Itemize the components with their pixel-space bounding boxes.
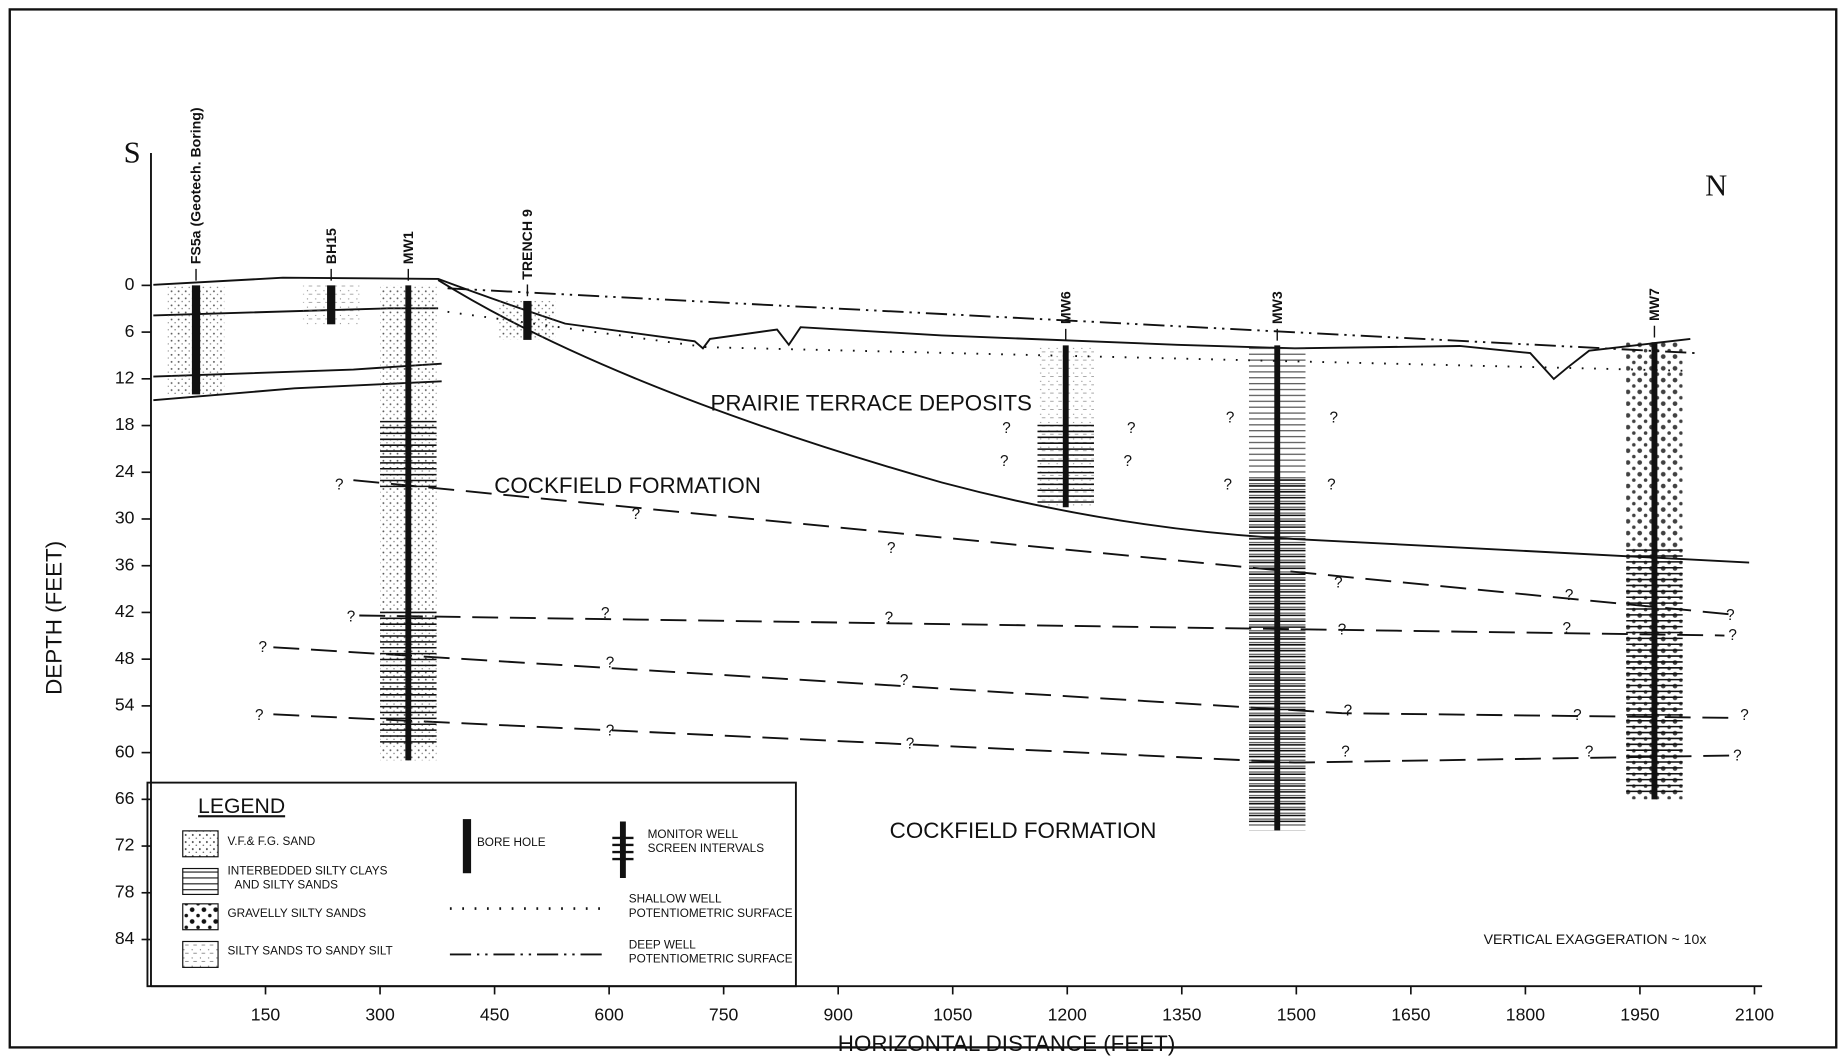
legend-label: SHALLOW WELL xyxy=(629,893,722,906)
query-mark: ? xyxy=(1726,607,1734,624)
query-mark: ? xyxy=(1565,587,1573,604)
query-mark: ? xyxy=(632,506,641,523)
query-mark: ? xyxy=(255,707,264,724)
well-label: MW6 xyxy=(1057,291,1073,324)
legend-swatch xyxy=(183,831,218,857)
x-tick-label: 300 xyxy=(365,1004,395,1024)
query-mark: ? xyxy=(1226,409,1234,426)
legend-label: MONITOR WELL xyxy=(648,828,739,841)
direction-right: N xyxy=(1705,168,1727,202)
x-tick-label: 1350 xyxy=(1162,1004,1201,1024)
query-mark: ? xyxy=(335,477,344,494)
x-tick-label: 150 xyxy=(251,1004,281,1024)
query-mark: ? xyxy=(1341,744,1349,761)
x-tick-label: 1800 xyxy=(1506,1004,1545,1024)
query-mark: ? xyxy=(1573,707,1581,724)
legend-title: LEGEND xyxy=(198,795,285,818)
legend-label: POTENTIOMETRIC SURFACE xyxy=(629,907,793,920)
query-mark: ? xyxy=(1334,574,1342,591)
query-mark: ? xyxy=(887,540,896,557)
y-tick-label: 84 xyxy=(115,928,135,948)
query-mark: ? xyxy=(1338,621,1346,638)
x-tick-label: 2100 xyxy=(1735,1004,1774,1024)
legend-swatch xyxy=(183,941,218,967)
query-mark: ? xyxy=(1585,744,1594,761)
y-tick-label: 60 xyxy=(115,741,135,761)
query-mark: ? xyxy=(906,735,915,752)
query-mark: ? xyxy=(1124,453,1133,470)
y-tick-label: 72 xyxy=(115,835,135,855)
x-tick-label: 900 xyxy=(823,1004,853,1024)
annotation: COCKFIELD FORMATION xyxy=(494,473,761,498)
legend-label: DEEP WELL xyxy=(629,939,697,952)
query-mark: ? xyxy=(1562,620,1570,637)
bore-hole xyxy=(327,285,335,324)
y-tick-label: 24 xyxy=(115,461,135,481)
annotation: COCKFIELD FORMATION xyxy=(890,818,1157,843)
legend-swatch xyxy=(183,904,218,930)
x-tick-label: 600 xyxy=(594,1004,624,1024)
legend-label: INTERBEDDED SILTY CLAYS xyxy=(227,864,387,877)
well-label: TRENCH 9 xyxy=(519,209,535,280)
legend-label: AND SILTY SANDS xyxy=(235,879,339,892)
y-tick-label: 42 xyxy=(115,601,135,621)
x-tick-label: 1950 xyxy=(1620,1004,1659,1024)
bore-hole xyxy=(192,285,200,394)
x-tick-label: 750 xyxy=(709,1004,739,1024)
x-tick-label: 1050 xyxy=(933,1004,972,1024)
query-mark: ? xyxy=(1344,703,1353,720)
y-tick-label: 18 xyxy=(115,414,135,434)
well-label: MW7 xyxy=(1646,288,1662,321)
y-tick-label: 66 xyxy=(115,788,135,808)
x-axis-label: HORIZONTAL DISTANCE (FEET) xyxy=(838,1031,1175,1056)
y-tick-label: 6 xyxy=(125,321,135,341)
query-mark: ? xyxy=(259,639,268,656)
y-tick-label: 0 xyxy=(125,274,135,294)
y-axis-label: DEPTH (FEET) xyxy=(42,541,67,695)
y-tick-label: 30 xyxy=(115,508,135,528)
direction-left: S xyxy=(124,135,141,169)
query-mark: ? xyxy=(1224,477,1233,494)
query-mark: ? xyxy=(606,723,615,740)
query-mark: ? xyxy=(1740,707,1749,724)
well-label: MW3 xyxy=(1269,291,1285,324)
query-mark: ? xyxy=(1000,453,1009,470)
x-tick-label: 1500 xyxy=(1277,1004,1316,1024)
query-mark: ? xyxy=(1733,747,1741,764)
query-mark: ? xyxy=(347,608,356,625)
legend: LEGEND V.F.& F.G. SAND INTERBEDDED SILTY … xyxy=(147,783,795,987)
query-mark: ? xyxy=(1002,420,1011,437)
legend-label: V.F.& F.G. SAND xyxy=(227,835,315,848)
legend-label: SILTY SANDS TO SANDY SILT xyxy=(227,944,392,957)
query-mark: ? xyxy=(601,605,610,622)
legend-swatch xyxy=(463,819,471,873)
y-tick-label: 48 xyxy=(115,648,135,668)
query-mark: ? xyxy=(1329,409,1337,426)
legend-swatch xyxy=(183,869,218,895)
y-tick-label: 78 xyxy=(115,881,135,901)
legend-label: GRAVELLY SILTY SANDS xyxy=(227,907,366,920)
x-tick-label: 1200 xyxy=(1048,1004,1087,1024)
query-mark: ? xyxy=(885,610,894,627)
annotation: VERTICAL EXAGGERATION ~ 10x xyxy=(1484,931,1707,947)
query-mark: ? xyxy=(1127,420,1136,437)
query-mark: ? xyxy=(606,654,615,671)
well-label: FS5a (Geotech. Boring) xyxy=(188,107,204,264)
legend-label: POTENTIOMETRIC SURFACE xyxy=(629,953,793,966)
query-mark: ? xyxy=(1327,477,1336,494)
well-label: BH15 xyxy=(323,228,339,264)
well-label: MW1 xyxy=(400,231,416,264)
y-tick-label: 54 xyxy=(115,695,135,715)
x-tick-label: 1650 xyxy=(1391,1004,1430,1024)
query-mark: ? xyxy=(1728,627,1736,644)
y-tick-label: 12 xyxy=(115,367,135,387)
query-mark: ? xyxy=(900,672,909,689)
bore-hole xyxy=(523,301,531,340)
y-tick-label: 36 xyxy=(115,554,135,574)
x-tick-label: 450 xyxy=(480,1004,510,1024)
legend-label: SCREEN INTERVALS xyxy=(648,842,765,855)
annotation: PRAIRIE TERRACE DEPOSITS xyxy=(711,391,1032,416)
cross-section: S N HORIZONTAL DISTANCE (FEET) DEPTH (FE… xyxy=(0,0,1846,1058)
legend-label: BORE HOLE xyxy=(477,836,546,849)
